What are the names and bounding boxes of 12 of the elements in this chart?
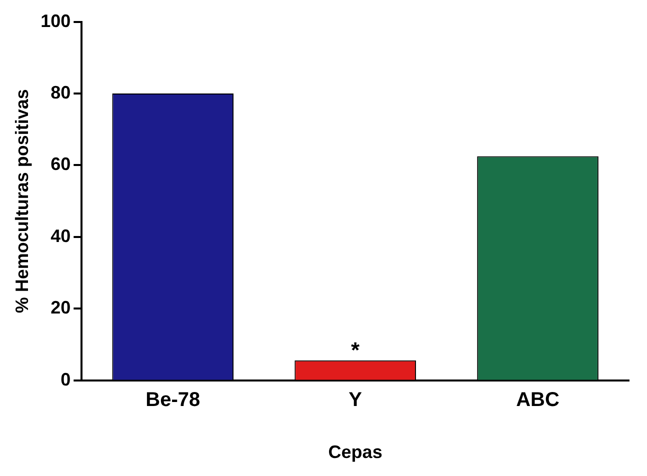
annotation: * bbox=[351, 337, 360, 362]
y-tick-label: 40 bbox=[50, 226, 71, 246]
x-tick-label: ABC bbox=[516, 388, 560, 411]
x-tick-label: Be-78 bbox=[146, 388, 200, 411]
y-axis-title: % Hemoculturas positivas bbox=[12, 89, 32, 314]
x-tick-label: Y bbox=[348, 388, 363, 411]
y-tick-label: 60 bbox=[50, 154, 71, 174]
y-tick-label: 80 bbox=[50, 82, 71, 102]
y-tick-label: 20 bbox=[50, 298, 71, 318]
y-tick-label: 0 bbox=[60, 369, 71, 390]
y-tick-label: 100 bbox=[40, 10, 71, 31]
x-axis-title: Cepas bbox=[328, 442, 382, 462]
